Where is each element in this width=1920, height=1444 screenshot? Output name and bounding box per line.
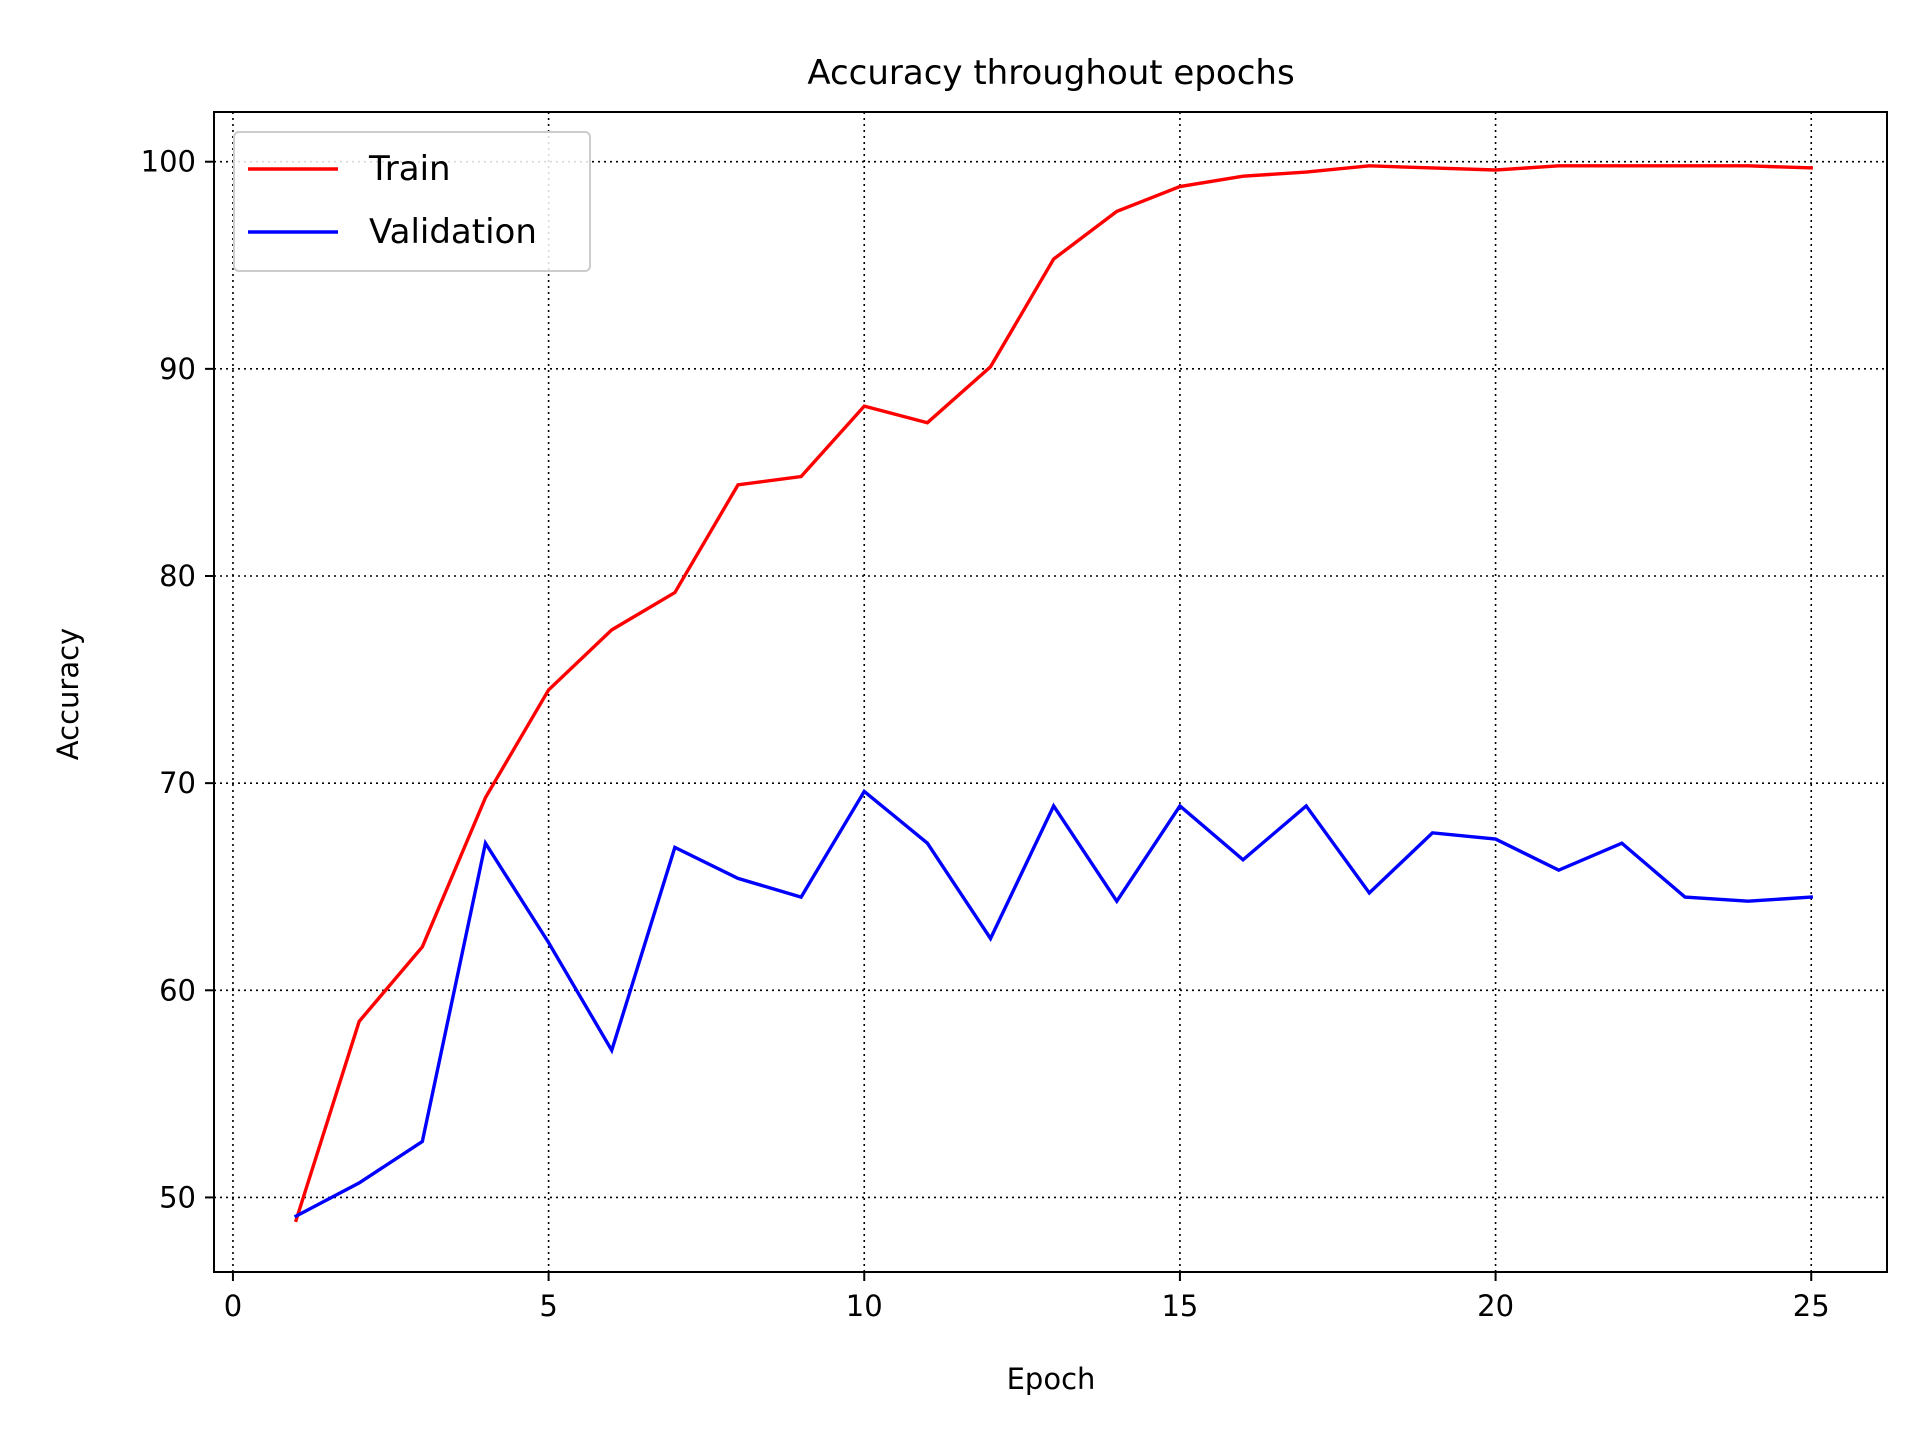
train-legend-label: Train <box>368 149 451 189</box>
y-tick-label: 100 <box>141 145 196 179</box>
y-tick-label: 80 <box>159 559 196 593</box>
x-tick-label: 20 <box>1477 1289 1514 1323</box>
y-tick-label: 50 <box>159 1180 196 1214</box>
x-tick-label: 5 <box>539 1289 557 1323</box>
chart-title: Accuracy throughout epochs <box>807 53 1294 93</box>
validation-legend-label: Validation <box>369 212 537 252</box>
x-axis-label: Epoch <box>1007 1362 1096 1396</box>
legend: Train Validation <box>234 132 590 271</box>
x-tick-label: 10 <box>846 1289 883 1323</box>
x-tick-label: 0 <box>224 1289 242 1323</box>
y-tick-label: 60 <box>159 973 196 1007</box>
x-tick-label: 25 <box>1793 1289 1830 1323</box>
y-tick-label: 70 <box>159 766 196 800</box>
x-tick-label: 15 <box>1161 1289 1198 1323</box>
y-axis-label: Accuracy <box>51 628 85 760</box>
y-tick-label: 90 <box>159 352 196 386</box>
